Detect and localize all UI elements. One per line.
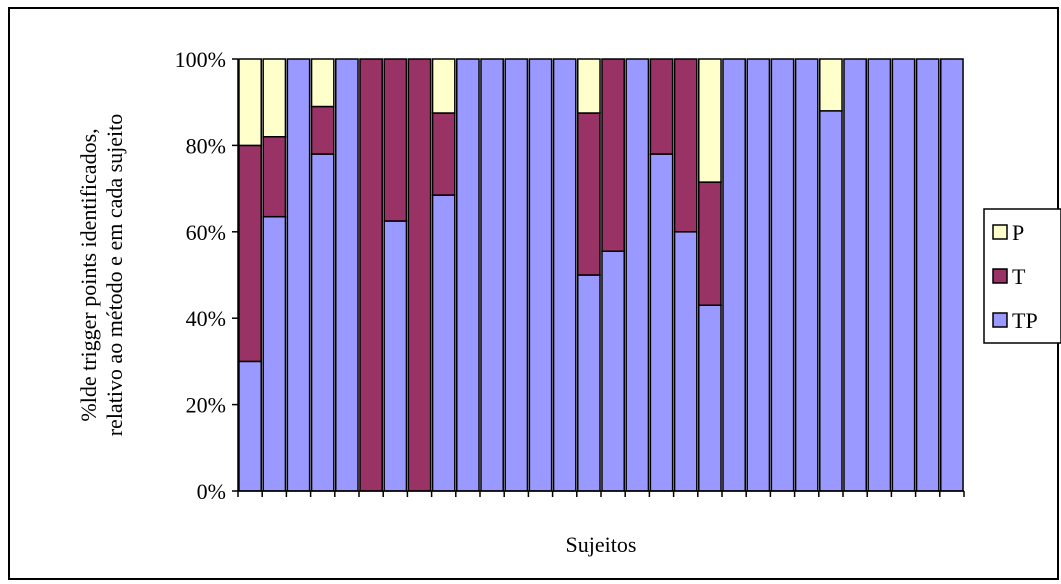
bar-segment-tp-17 bbox=[625, 58, 650, 492]
bar-segment-t-15 bbox=[577, 112, 601, 276]
bar-segment-tp-26 bbox=[843, 58, 867, 492]
legend-label-tp: TP bbox=[1012, 308, 1038, 333]
bar-segment-tp-4 bbox=[310, 153, 335, 492]
bar-segment-tp-24 bbox=[794, 58, 819, 492]
legend-label-p: P bbox=[1012, 220, 1024, 245]
legend-swatch-tp bbox=[992, 312, 1008, 328]
legend: PT TP bbox=[983, 208, 1061, 344]
bar-segment-tp-2 bbox=[262, 215, 287, 492]
bar-segment-tp-3 bbox=[286, 58, 311, 492]
bar-segment-p-1 bbox=[238, 58, 262, 147]
bar-segment-tp-13 bbox=[528, 58, 553, 492]
bar-segment-t-9 bbox=[431, 112, 456, 196]
bar-segment-t-2 bbox=[262, 136, 287, 218]
bar-segment-tp-18 bbox=[649, 153, 674, 492]
bar-segment-p-9 bbox=[431, 58, 456, 114]
bar-segment-t-18 bbox=[649, 58, 674, 155]
bar-segment-tp-20 bbox=[698, 304, 722, 492]
bar-segment-tp-22 bbox=[746, 58, 771, 492]
bar-segment-tp-12 bbox=[504, 58, 529, 492]
bar-segment-p-25 bbox=[819, 58, 843, 112]
bar-segment-p-15 bbox=[577, 58, 601, 114]
bar-segment-p-4 bbox=[310, 58, 335, 108]
bar-segment-tp-1 bbox=[238, 360, 262, 492]
bar-segment-tp-27 bbox=[867, 58, 892, 492]
bar-segment-tp-29 bbox=[915, 58, 940, 492]
bar-segment-t-6 bbox=[359, 58, 383, 492]
y-axis-title-line-2: relativo ao método e em cada sujeito bbox=[102, 114, 127, 437]
bar-segment-t-7 bbox=[383, 58, 408, 222]
bar-segment-t-19 bbox=[673, 58, 698, 233]
bars-group bbox=[238, 58, 964, 492]
bar-segment-tp-19 bbox=[673, 231, 698, 492]
bar-segment-t-16 bbox=[601, 58, 625, 252]
legend-swatch-p bbox=[992, 224, 1008, 240]
bar-segment-t-20 bbox=[698, 181, 722, 306]
x-axis-title: Sujeitos bbox=[566, 532, 637, 557]
legend-swatch-t bbox=[992, 268, 1008, 284]
bar-segment-tp-15 bbox=[577, 274, 601, 492]
y-tick-label: 20% bbox=[186, 393, 226, 418]
y-tick-label: 0% bbox=[197, 479, 226, 504]
bar-segment-tp-14 bbox=[552, 58, 577, 492]
bar-segment-tp-25 bbox=[819, 110, 843, 492]
bar-segment-p-2 bbox=[262, 58, 287, 138]
bar-segment-tp-11 bbox=[480, 58, 504, 492]
axes-group: 0% 20% 40% 60% 80% 100% bbox=[175, 47, 965, 504]
y-axis-title-line-1: %lde trigger points identificados, bbox=[76, 128, 101, 421]
bar-segment-tp-23 bbox=[770, 58, 795, 492]
bar-segment-tp-9 bbox=[431, 194, 456, 492]
bar-segment-p-20 bbox=[698, 58, 722, 183]
y-tick-label: 80% bbox=[186, 133, 226, 158]
y-tick-label: 100% bbox=[175, 47, 226, 72]
bar-segment-tp-30 bbox=[940, 58, 964, 492]
bar-segment-tp-16 bbox=[601, 250, 625, 492]
bar-segment-tp-10 bbox=[456, 58, 480, 492]
y-tick-label: 60% bbox=[186, 220, 226, 245]
bar-segment-tp-5 bbox=[335, 58, 359, 492]
bar-segment-tp-7 bbox=[383, 220, 408, 492]
bar-segment-tp-21 bbox=[722, 58, 746, 492]
bar-segment-t-1 bbox=[238, 144, 262, 363]
bar-segment-t-8 bbox=[407, 58, 432, 492]
legend-label-t: T bbox=[1012, 264, 1026, 289]
bar-segment-t-4 bbox=[310, 105, 335, 155]
y-tick-label: 40% bbox=[186, 306, 226, 331]
bar-segment-tp-28 bbox=[891, 58, 916, 492]
